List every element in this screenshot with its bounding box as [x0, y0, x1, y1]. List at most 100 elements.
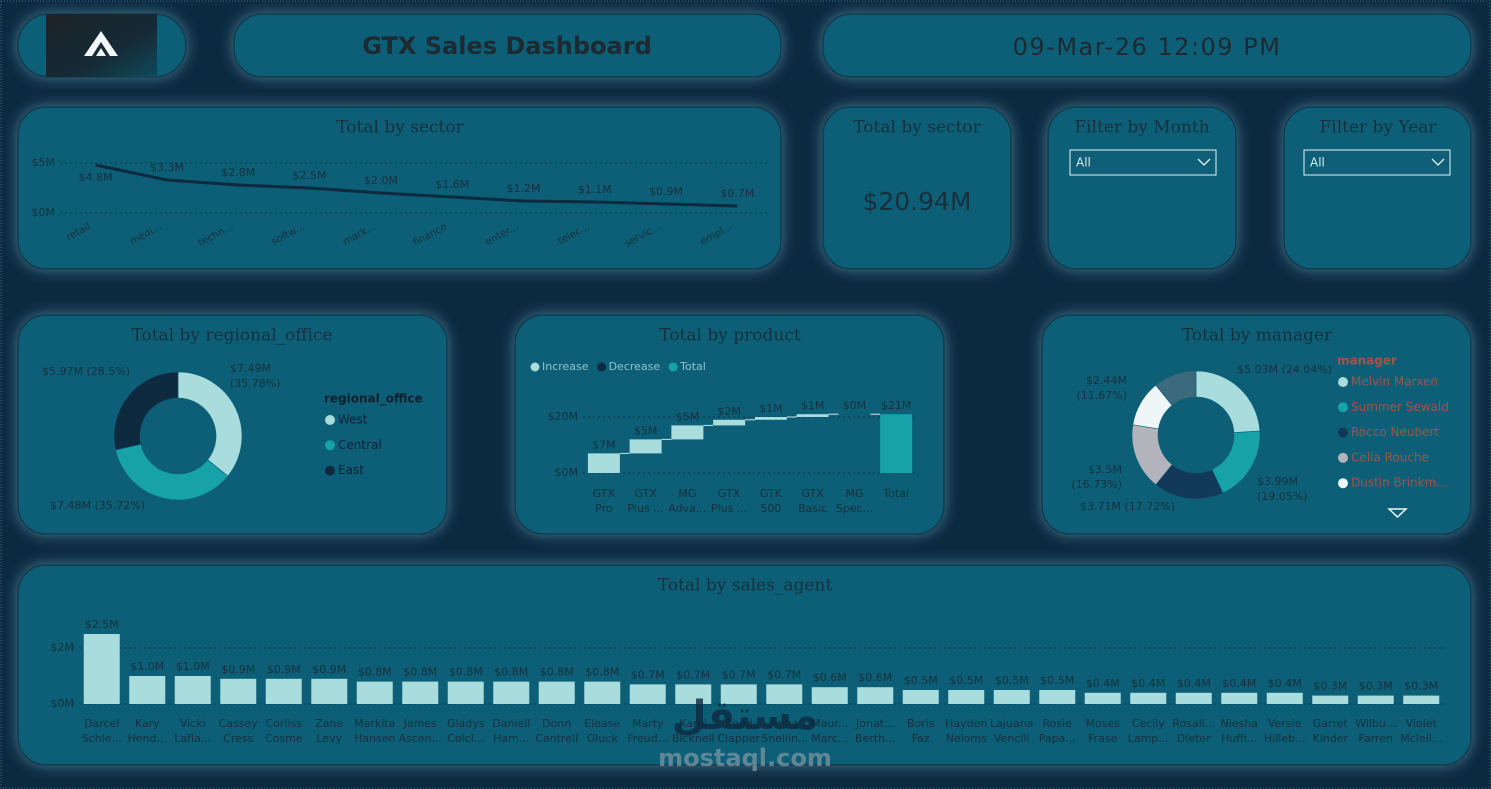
panel — [17, 564, 1472, 766]
bar — [629, 684, 666, 704]
data-label: $0.4M — [1177, 677, 1211, 690]
data-label: $0.7M — [631, 668, 665, 681]
bar — [857, 687, 894, 704]
panel — [822, 13, 1472, 78]
x-tick-label-box: Marty Freud... — [627, 717, 668, 745]
legend-marker — [325, 415, 335, 425]
data-label: $1M — [801, 399, 825, 412]
data-label: $0.3M — [1359, 680, 1393, 693]
filter-selected: All — [1076, 156, 1091, 170]
filter-dropdown[interactable] — [1303, 149, 1451, 176]
data-label: $0.8M — [585, 666, 619, 679]
legend-scroll-arrow[interactable] — [1387, 508, 1408, 519]
x-tick-label: Lajuana Vencill — [990, 717, 1034, 745]
x-tick-label: Kami Bicknell — [671, 717, 715, 745]
y-tick-label: $2M — [51, 641, 75, 654]
data-label: $5M — [676, 410, 700, 423]
data-label: $5.03M (24.04%) — [1237, 363, 1333, 376]
chart-title: Total by sales_agent — [658, 576, 833, 596]
x-tick-label: Cassey Cress — [218, 717, 258, 745]
x-tick-label: Hayden Neloms — [945, 717, 988, 745]
x-tick-label: Versie Hilleb... — [1263, 717, 1306, 745]
x-tick-label: James Ascen... — [398, 717, 443, 745]
legend-label: Dustin Brinkm... — [1351, 476, 1448, 490]
bar — [948, 690, 985, 704]
datetime: 09-Mar-26 12:09 PM — [1013, 33, 1282, 61]
bar — [993, 690, 1030, 704]
panel — [822, 106, 1012, 270]
x-tick-label: Moses Frase — [1085, 717, 1120, 745]
x-tick-label: Kary Hend... — [127, 717, 167, 745]
donut-slice — [177, 371, 243, 477]
x-tick-label: GTK 500 — [759, 487, 782, 515]
x-tick-label-box: GTX Plus ... — [627, 487, 663, 515]
data-label: $3.5M (16.73%) — [1071, 463, 1122, 491]
legend-marker — [1338, 377, 1348, 387]
x-tick-label-box: Anna Snellin... — [761, 717, 807, 745]
legend-title: manager — [1337, 354, 1397, 368]
data-label: $1.1M — [578, 183, 612, 196]
x-tick-label: Rosie Papa... — [1038, 717, 1076, 745]
bar — [83, 634, 120, 704]
bar — [584, 681, 621, 704]
data-label-box: $3.71M (17.72%) — [1080, 500, 1176, 513]
legend-marker — [1338, 478, 1348, 489]
x-tick-label-box: GTX Basic — [798, 487, 827, 515]
x-tick-label: Garret Kinder — [1312, 717, 1348, 745]
card-value: $20.94M — [862, 187, 971, 216]
y-tick-label: $20M — [548, 410, 579, 423]
filter-title: Filter by Year — [1319, 118, 1437, 138]
x-tick-label: Daniell Ham... — [492, 717, 531, 745]
x-tick-label-box: Hayden Neloms — [945, 717, 988, 745]
data-label: $2.5M — [85, 618, 119, 631]
dropdown-chevron — [1431, 158, 1445, 166]
bar — [880, 414, 913, 473]
legend-marker — [1338, 427, 1348, 438]
data-label: $21M — [881, 399, 912, 412]
chart-title: Total by regional_office — [131, 326, 332, 346]
bar — [356, 681, 393, 704]
donut-slice — [113, 371, 179, 451]
x-tick-label: Jonat... Berth... — [854, 717, 896, 745]
x-tick-label-box: Zane Levy — [315, 717, 343, 745]
data-label: $1.0M — [176, 660, 210, 673]
data-label: $0.4M — [1131, 677, 1165, 690]
data-label: $0.7M — [722, 668, 756, 681]
data-label: $0.7M — [720, 187, 754, 200]
data-label: $0.7M — [676, 668, 710, 681]
data-label: $0.6M — [813, 671, 847, 684]
x-tick-label: Niesha Huffi... — [1220, 717, 1259, 745]
bar — [174, 676, 211, 704]
bar — [675, 684, 712, 704]
x-tick-label-box: Rosali... Dieter — [1172, 717, 1215, 745]
x-tick-label: Total — [883, 487, 909, 500]
data-label: $2.8M — [221, 166, 255, 179]
data-label: $0.8M — [403, 666, 437, 679]
bar — [754, 417, 787, 420]
bar — [1221, 692, 1258, 704]
data-label: $3.71M (17.72%) — [1080, 500, 1176, 513]
data-label-box: $2.44M (11.67%) — [1076, 374, 1127, 402]
bar — [538, 681, 575, 704]
x-tick-label: GTX Plus ... — [710, 487, 748, 515]
data-label-box: $7.48M (35.72%) — [50, 499, 145, 512]
x-tick-label-box: GTX Plus ... — [710, 487, 748, 515]
x-tick-label: MG Spec... — [835, 487, 874, 515]
x-tick-label-box: Kami Bicknell — [671, 717, 715, 745]
x-tick-label-box: Elease Gluck — [584, 717, 620, 745]
bar — [1130, 692, 1167, 704]
data-label-box: $3.99M (19.05%) — [1257, 475, 1308, 503]
legend-marker — [596, 361, 608, 373]
bar — [493, 681, 530, 704]
bar — [1357, 695, 1394, 704]
data-label: $7M — [592, 438, 616, 451]
bar — [1039, 690, 1076, 704]
bar — [720, 684, 757, 704]
x-tick-label-box: MG Spec... — [835, 487, 874, 515]
legend-marker — [325, 465, 335, 476]
data-label: $3.3M — [150, 161, 184, 174]
bar — [1266, 692, 1303, 704]
filter-dropdown[interactable] — [1069, 149, 1217, 176]
x-tick-label-box: Gladys Colcl... — [447, 717, 485, 745]
chart-title: Total by sector — [336, 118, 464, 138]
